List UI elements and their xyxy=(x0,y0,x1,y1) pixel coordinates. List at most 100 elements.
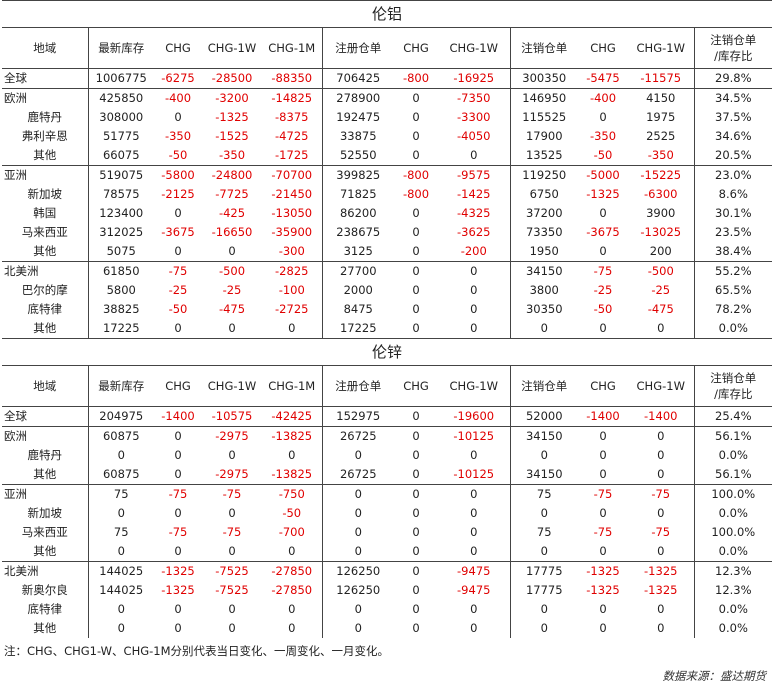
table-cell: 200 xyxy=(649,244,672,258)
table-cell: 34150 xyxy=(509,426,578,446)
table-cell: 0 xyxy=(657,621,665,635)
table-cell: 34150 xyxy=(509,465,578,485)
table-cell: 0 xyxy=(228,544,236,558)
table-cell: 0 xyxy=(228,321,236,335)
table-cell: 65.5% xyxy=(693,281,773,300)
column-header: 地域 xyxy=(2,365,88,407)
table-cell: 60875 xyxy=(87,465,154,485)
column-header: 注销仓单 xyxy=(509,27,578,69)
sub-region-name: 马来西亚 xyxy=(21,525,68,539)
section-title: 伦铝 xyxy=(2,0,773,28)
table-cell: 0 xyxy=(599,448,607,462)
table-cell: -75 xyxy=(202,484,262,504)
table-cell: 86200 xyxy=(321,204,394,223)
table-cell: 38825 xyxy=(87,300,154,319)
table-cell: -24800 xyxy=(202,165,262,185)
table-cell: 52550 xyxy=(321,146,394,166)
table-cell: -4050 xyxy=(457,129,491,143)
table-cell: 0 xyxy=(412,467,420,481)
table-cell: 3125 xyxy=(321,242,394,262)
column-header: CHG xyxy=(394,27,438,69)
table-cell: 0 xyxy=(288,321,296,335)
sub-region-name: 其他 xyxy=(33,321,57,335)
table-cell: 0 xyxy=(599,602,607,616)
table-row: 马来西亚 312025 -3675 -16650 -35900 238675 0 -3625 7… xyxy=(2,223,773,242)
table-cell: 146950 xyxy=(509,88,578,108)
table-cell: 23.5% xyxy=(693,223,773,242)
table-cell: -75 xyxy=(578,484,628,504)
table-cell: -700 xyxy=(278,525,305,539)
table-cell: 0 xyxy=(438,484,510,504)
table-cell: 0 xyxy=(412,525,420,539)
table-cell: -70700 xyxy=(262,165,322,185)
table-cell: 0 xyxy=(174,602,182,616)
sub-region-name: 新加坡 xyxy=(27,506,63,520)
table-cell: 2000 xyxy=(321,281,394,300)
region-name: 亚洲 xyxy=(2,484,88,504)
table-cell: 0 xyxy=(470,544,478,558)
table-cell: -27850 xyxy=(271,583,313,597)
table-cell: 29.8% xyxy=(693,68,773,89)
table-cell: -1325 xyxy=(586,583,620,597)
table-cell: 0 xyxy=(412,283,420,297)
table-cell: 0 xyxy=(174,244,182,258)
column-header: 注销仓单 /库存比 xyxy=(693,27,773,69)
table-cell: -10575 xyxy=(211,409,253,423)
sub-region-name: 其他 xyxy=(33,621,57,635)
table-cell: 1975 xyxy=(646,110,676,124)
table-cell: 0 xyxy=(174,467,182,481)
table-cell: -500 xyxy=(202,261,262,281)
sub-region-name: 马来西亚 xyxy=(21,225,68,239)
table-cell: 0 xyxy=(438,261,510,281)
table-cell: 0 xyxy=(657,467,665,481)
table-cell: 425850 xyxy=(87,88,154,108)
region-name: 北美洲 xyxy=(2,561,88,581)
table-cell: 0 xyxy=(628,426,694,446)
table-cell: 0 xyxy=(174,544,182,558)
table-cell: 0 xyxy=(412,506,420,520)
table-cell: -3675 xyxy=(586,225,620,239)
table-cell: 75 xyxy=(509,523,578,542)
table-cell: -15225 xyxy=(628,165,694,185)
table-cell: 0 xyxy=(412,621,420,635)
sub-region-name: 其他 xyxy=(33,148,57,162)
table-cell: 56.1% xyxy=(693,465,773,485)
table-cell: 34.6% xyxy=(693,127,773,146)
column-header: CHG-1M xyxy=(262,365,322,407)
sub-region-name: 其他 xyxy=(33,467,57,481)
table-cell: 0.0% xyxy=(693,319,773,339)
table-cell: 0 xyxy=(412,110,420,124)
table-cell: -6300 xyxy=(644,187,678,201)
table-cell: 300350 xyxy=(509,68,578,89)
table-cell: 312025 xyxy=(87,223,154,242)
table-cell: 119250 xyxy=(509,165,578,185)
table-cell: 123400 xyxy=(87,204,154,223)
table-cell: -475 xyxy=(647,302,674,316)
table-cell: 0 xyxy=(288,602,296,616)
table-row: 其他 17225 0 0 0 17225 0 0 0 0 0 0.0% xyxy=(2,319,773,339)
region-name: 亚洲 xyxy=(2,165,88,185)
column-header: 注册仓单 xyxy=(321,365,394,407)
table-cell: 5800 xyxy=(87,281,154,300)
table-cell: -3675 xyxy=(161,225,195,239)
table-cell: -5800 xyxy=(154,165,202,185)
table-row: 韩国 123400 0 -425 -13050 86200 0 -4325 37200 0 3900… xyxy=(2,204,773,223)
table-cell: 0 xyxy=(321,619,394,638)
table-cell: 75 xyxy=(509,484,578,504)
table-row: 其他 5075 0 0 -300 3125 0 -200 1950 0 200 38.4% xyxy=(2,242,773,262)
table-cell: -1325 xyxy=(161,583,195,597)
table-cell: 204975 xyxy=(87,406,154,427)
table-cell: -6275 xyxy=(161,71,195,85)
table-cell: 0 xyxy=(599,321,607,335)
table-cell: 0 xyxy=(228,506,236,520)
table-cell: -50 xyxy=(282,506,302,520)
table-cell: 8.6% xyxy=(693,185,773,204)
table-cell: -1425 xyxy=(457,187,491,201)
table-cell: 308000 xyxy=(87,108,154,127)
table-cell: -75 xyxy=(168,525,188,539)
table-cell: -2975 xyxy=(202,426,262,446)
table-cell: 0 xyxy=(599,506,607,520)
column-header: 注册仓单 xyxy=(321,27,394,69)
table-cell: 0 xyxy=(174,448,182,462)
table-cell: 0 xyxy=(599,544,607,558)
